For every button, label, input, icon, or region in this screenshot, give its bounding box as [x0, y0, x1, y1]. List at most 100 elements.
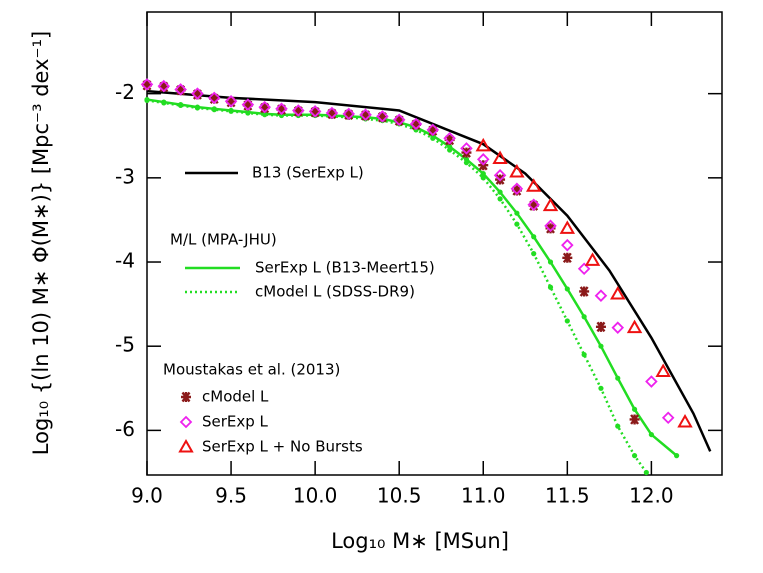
data-point — [493, 169, 507, 182]
data-point — [443, 132, 456, 145]
data-point — [476, 153, 490, 166]
data-point — [561, 238, 574, 252]
data-point — [497, 189, 503, 195]
data-point — [278, 112, 285, 119]
data-point — [509, 163, 525, 178]
data-point — [157, 79, 171, 93]
data-point — [674, 453, 680, 459]
data-point — [308, 105, 322, 118]
data-point — [275, 102, 288, 116]
plot-frame — [146, 11, 723, 476]
data-point — [598, 343, 604, 349]
data-point — [531, 234, 537, 240]
data-point — [144, 97, 150, 103]
data-point — [564, 286, 570, 292]
data-point — [228, 108, 234, 114]
data-point — [377, 111, 388, 123]
data-point — [140, 78, 154, 91]
data-point — [514, 210, 520, 216]
data-point — [547, 284, 554, 290]
y-tick-label: -5 — [115, 333, 135, 357]
data-point — [542, 197, 559, 212]
data-point — [595, 321, 606, 333]
data-point — [492, 150, 508, 164]
data-point — [577, 262, 591, 276]
data-point — [531, 251, 537, 257]
legend-swatch — [179, 415, 193, 429]
data-point — [174, 83, 187, 96]
data-point — [584, 252, 601, 266]
legend-swatch — [181, 391, 191, 403]
data-point — [514, 221, 520, 227]
data-point — [292, 104, 305, 117]
data-point — [194, 105, 201, 111]
y-tick-label: -6 — [115, 417, 135, 441]
data-point — [594, 289, 608, 302]
data-point — [245, 110, 251, 116]
legend-title: M/L (MPA-JHU) — [170, 231, 277, 249]
data-point — [192, 89, 203, 100]
data-point — [427, 125, 438, 136]
y-tick-label: -4 — [115, 249, 135, 273]
data-point — [511, 185, 522, 196]
data-point — [310, 106, 321, 118]
data-point — [411, 119, 422, 131]
data-point — [259, 102, 270, 114]
data-point — [191, 87, 204, 100]
data-point — [444, 134, 455, 146]
data-point — [545, 223, 556, 234]
x-tick-label: 12.0 — [629, 484, 674, 508]
data-point — [645, 375, 658, 388]
x-tick-label: 10.0 — [293, 484, 338, 508]
x-tick-label: 11.5 — [545, 484, 590, 508]
data-point — [175, 85, 186, 96]
data-point — [258, 100, 271, 114]
legend-title: Moustakas et al. (2013) — [163, 361, 340, 379]
data-point — [643, 469, 649, 476]
data-point — [224, 94, 238, 108]
x-axis-label: Log₁₀ M∗ [MSun] — [331, 529, 509, 553]
legend-label: SerExp L — [202, 413, 269, 431]
x-tick-label: 9.0 — [131, 484, 163, 508]
data-point — [161, 100, 167, 106]
data-point — [527, 198, 540, 212]
legend-label: cModel L — [202, 388, 269, 406]
data-point — [626, 319, 643, 334]
data-point — [564, 318, 570, 324]
data-point — [209, 93, 220, 104]
data-point — [648, 431, 654, 438]
data-point — [559, 220, 576, 234]
data-point — [598, 385, 604, 391]
data-point — [426, 123, 440, 137]
data-point — [525, 178, 542, 192]
data-point — [677, 413, 693, 428]
data-point — [655, 363, 671, 377]
data-point — [631, 406, 638, 412]
legend-label: B13 (SerExp L) — [252, 164, 364, 182]
data-point — [547, 259, 554, 265]
data-point — [610, 285, 626, 300]
data-point — [293, 106, 304, 117]
data-point — [376, 110, 389, 123]
data-point — [661, 411, 675, 425]
data-point — [325, 106, 339, 120]
data-point — [394, 115, 405, 126]
data-point — [615, 375, 621, 381]
data-point — [475, 137, 491, 152]
data-point — [460, 142, 473, 155]
x-tick-label: 11.0 — [461, 484, 506, 508]
data-point — [226, 96, 237, 108]
legend-label: cModel L (SDSS-DR9) — [255, 283, 415, 301]
data-point — [528, 200, 539, 211]
data-point — [430, 135, 436, 141]
series-line — [146, 98, 678, 457]
data-point — [480, 175, 486, 181]
data-point — [409, 117, 423, 131]
data-point — [241, 98, 255, 111]
x-tick-label: 10.5 — [377, 484, 422, 508]
data-point — [447, 147, 453, 153]
y-tick-label: -2 — [115, 80, 135, 104]
legend-swatch — [178, 438, 194, 453]
data-point — [480, 171, 486, 177]
